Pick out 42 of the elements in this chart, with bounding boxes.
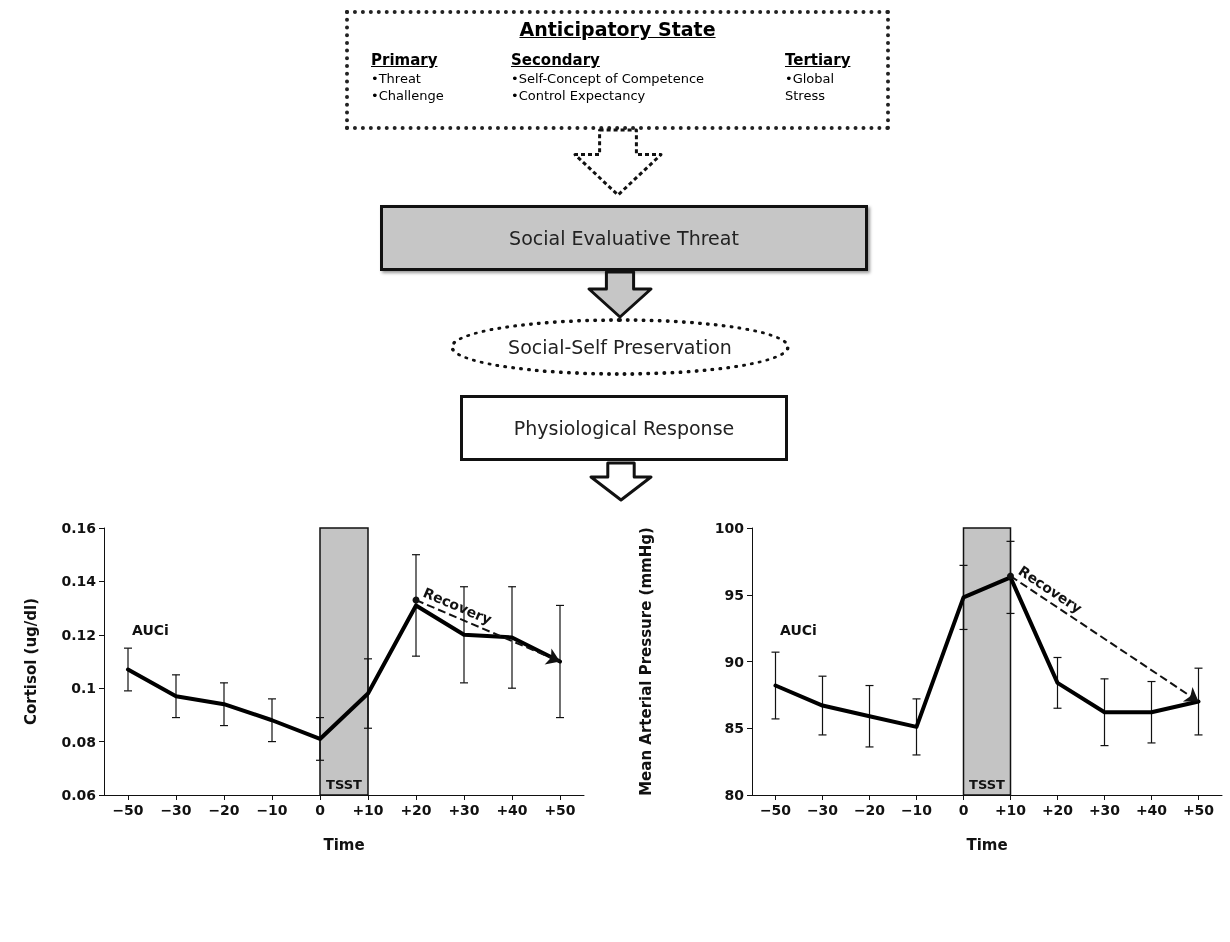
- band-label: TSST: [326, 776, 363, 792]
- x-tick-label: +20: [1041, 802, 1074, 818]
- y-tick-label: 85: [724, 720, 744, 737]
- y-tick-label: 90: [724, 653, 745, 670]
- x-axis-title: Time: [323, 835, 365, 854]
- x-tick-label: 0: [315, 802, 326, 818]
- x-tick-label: +40: [1135, 802, 1168, 818]
- y-axis-title: Mean Arterial Pressure (mmHg): [636, 527, 655, 796]
- x-tick-label: −30: [806, 802, 839, 818]
- y-tick-label: 0.14: [61, 573, 97, 590]
- x-tick-label: +20: [400, 802, 432, 818]
- y-tick-label: 100: [714, 520, 745, 536]
- x-tick-label: −30: [160, 802, 192, 818]
- x-tick-label: −50: [112, 802, 144, 818]
- x-tick-label: 0: [958, 802, 969, 818]
- shaded-box: Social Evaluative Threat: [380, 205, 868, 271]
- y-tick-label: 0.16: [61, 520, 96, 536]
- annotation: AUCi: [780, 622, 817, 638]
- x-tick-label: +40: [496, 802, 528, 818]
- x-tick-label: −50: [759, 802, 792, 818]
- y-tick-label: 80: [724, 787, 745, 803]
- x-tick-label: −10: [900, 802, 933, 818]
- x-tick-label: −10: [256, 802, 288, 818]
- x-tick-label: +10: [994, 802, 1027, 818]
- x-tick-label: −20: [853, 802, 886, 818]
- x-tick-label: +50: [1182, 802, 1215, 818]
- x-tick-label: +50: [544, 802, 576, 818]
- y-tick-label: 0.06: [61, 787, 96, 803]
- x-axis-title: Time: [966, 835, 1008, 854]
- y-tick-label: 0.08: [61, 733, 96, 750]
- y-tick-label: 0.1: [71, 680, 96, 697]
- x-tick-label: −20: [208, 802, 240, 818]
- x-tick-label: +10: [352, 802, 384, 818]
- annotation: AUCi: [132, 622, 169, 638]
- y-axis-title: Cortisol (ug/dl): [21, 597, 40, 726]
- y-tick-label: 0.12: [61, 626, 96, 643]
- x-tick-label: +30: [1088, 802, 1121, 818]
- band-label: TSST: [969, 776, 1006, 792]
- x-tick-label: +30: [448, 802, 480, 818]
- box: Physiological Response: [460, 395, 788, 461]
- y-tick-label: 95: [724, 586, 744, 603]
- dotted-ellipse: Social-Self Preservation: [450, 318, 790, 376]
